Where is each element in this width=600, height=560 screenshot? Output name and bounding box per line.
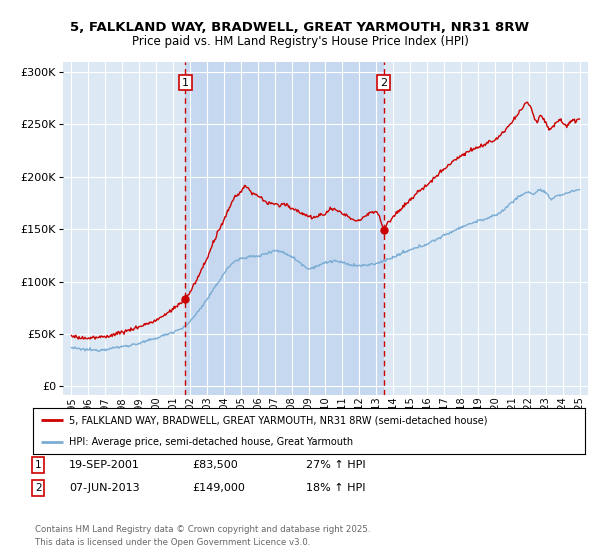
Text: 1: 1 <box>182 77 189 87</box>
Bar <box>185 62 383 395</box>
Text: This data is licensed under the Open Government Licence v3.0.: This data is licensed under the Open Gov… <box>35 538 310 547</box>
Text: HPI: Average price, semi-detached house, Great Yarmouth: HPI: Average price, semi-detached house,… <box>69 437 353 447</box>
Text: 1: 1 <box>35 460 41 470</box>
Text: 19-SEP-2001: 19-SEP-2001 <box>69 460 140 470</box>
Text: 5, FALKLAND WAY, BRADWELL, GREAT YARMOUTH, NR31 8RW (semi-detached house): 5, FALKLAND WAY, BRADWELL, GREAT YARMOUT… <box>69 415 487 425</box>
Text: 2: 2 <box>380 77 387 87</box>
Text: £83,500: £83,500 <box>192 460 238 470</box>
Text: 18% ↑ HPI: 18% ↑ HPI <box>306 483 365 493</box>
Text: £149,000: £149,000 <box>192 483 245 493</box>
Text: 5, FALKLAND WAY, BRADWELL, GREAT YARMOUTH, NR31 8RW: 5, FALKLAND WAY, BRADWELL, GREAT YARMOUT… <box>70 21 530 34</box>
Text: Price paid vs. HM Land Registry's House Price Index (HPI): Price paid vs. HM Land Registry's House … <box>131 35 469 48</box>
Text: 2: 2 <box>35 483 41 493</box>
Text: Contains HM Land Registry data © Crown copyright and database right 2025.: Contains HM Land Registry data © Crown c… <box>35 525 370 534</box>
Text: 07-JUN-2013: 07-JUN-2013 <box>69 483 140 493</box>
Text: 27% ↑ HPI: 27% ↑ HPI <box>306 460 365 470</box>
